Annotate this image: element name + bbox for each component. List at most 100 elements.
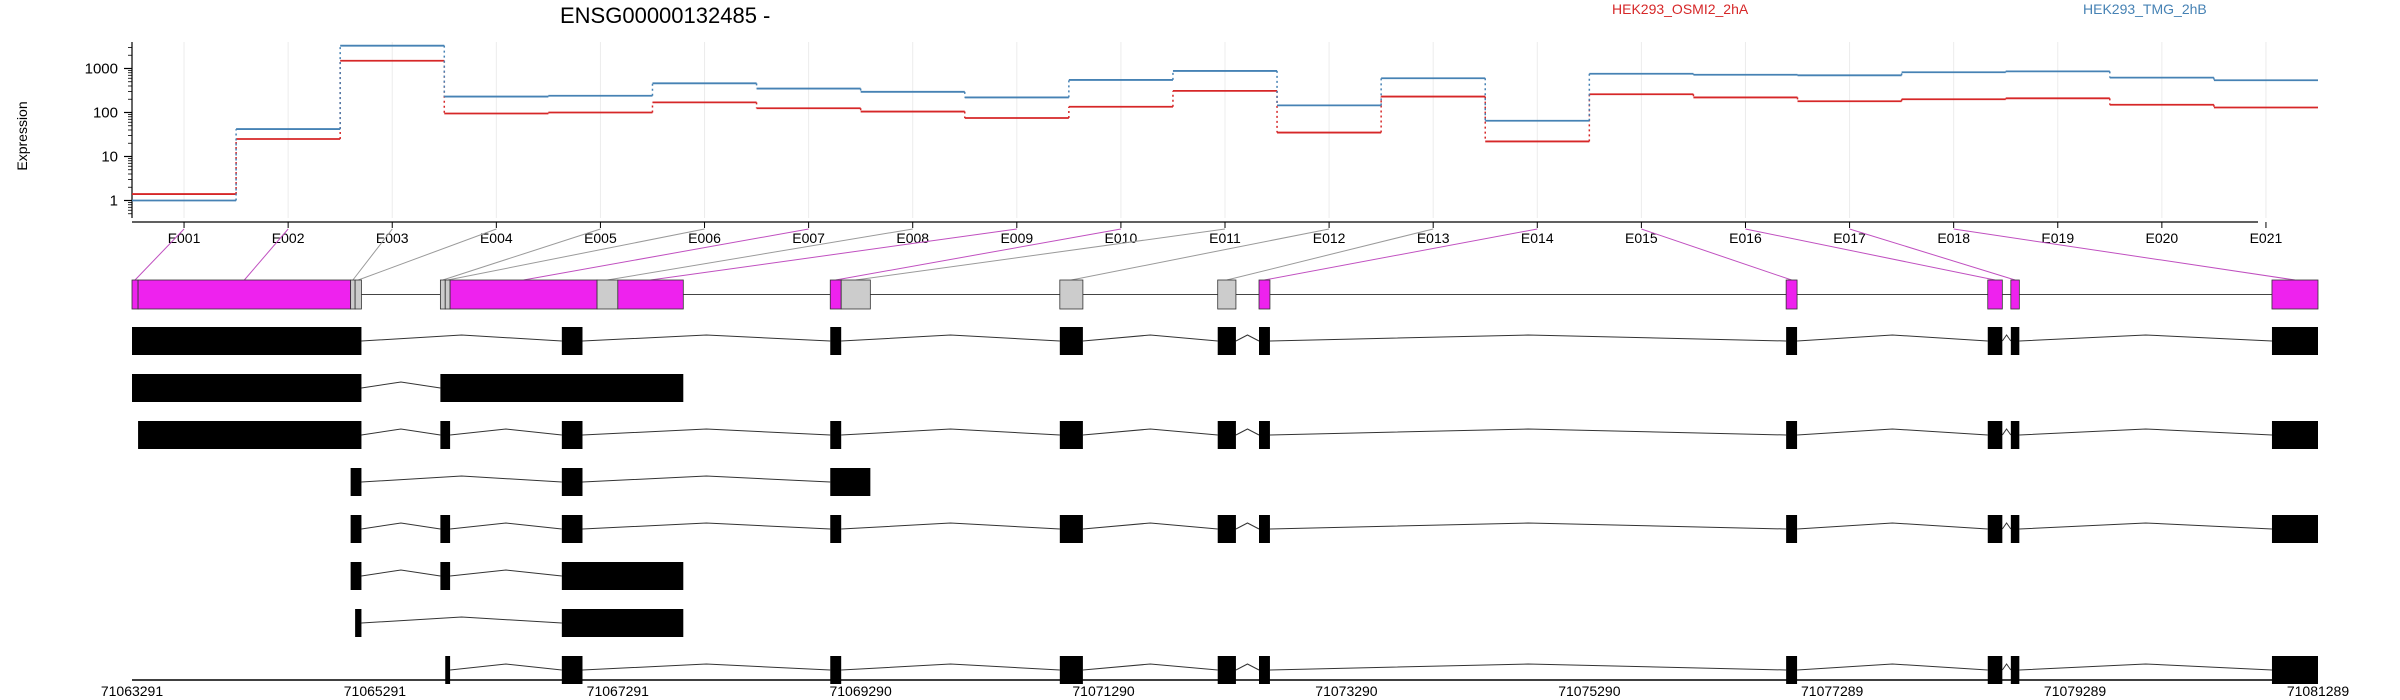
y-tick-label: 100 (93, 104, 118, 121)
intron-line (450, 428, 562, 436)
transcript-exon (1786, 421, 1798, 449)
x-tick-label: E016 (1729, 230, 1762, 246)
exon-bin (350, 279, 356, 310)
intron-line (2019, 522, 2272, 530)
intron-line (1082, 334, 1218, 342)
bin-connector (523, 228, 809, 281)
exon-bin (1987, 279, 2003, 310)
intron-line (450, 569, 562, 577)
genome-tick-label: 71071290 (1072, 683, 1135, 699)
exon-bin (829, 279, 842, 310)
x-tick-label: E005 (584, 230, 617, 246)
transcript-exon (1217, 515, 1236, 543)
transcript-exon (2010, 327, 2020, 355)
transcript-exon (1786, 656, 1798, 684)
intron-line (361, 428, 441, 436)
exon-bin (596, 279, 619, 310)
bin-connector-layer (134, 228, 2296, 281)
genome-tick-label: 71063291 (101, 683, 164, 699)
bin-connector (1641, 228, 1792, 281)
y-tick-label: 1 (110, 192, 118, 209)
bin-connector (607, 228, 913, 281)
transcript-exon (1259, 327, 1270, 355)
transcript-exon (1059, 421, 1083, 449)
intron-line (361, 334, 562, 342)
x-tick-label: E020 (2146, 230, 2179, 246)
intron-line (1797, 522, 1988, 530)
transcript-exon (138, 421, 362, 449)
bin-connector (1071, 228, 1330, 281)
transcript-exon (2010, 421, 2020, 449)
genome-tick-label: 71065291 (344, 683, 407, 699)
transcript-exon (561, 421, 583, 449)
transcript-exon (830, 421, 842, 449)
transcript-exon (350, 562, 362, 590)
intron-line (582, 428, 831, 436)
intron-line (582, 663, 831, 671)
x-tick-label: E014 (1521, 230, 1554, 246)
exon-bin (439, 279, 446, 310)
bin-connector (134, 228, 185, 281)
intron-line (361, 522, 441, 530)
chart-title: ENSG00000132485 - (560, 3, 770, 28)
bin-connector (1849, 228, 2016, 281)
bin-connector (1264, 228, 1538, 281)
exon-bin (1059, 279, 1084, 310)
x-tick-label: E015 (1625, 230, 1658, 246)
bin-connector (442, 228, 601, 281)
intron-line (1269, 522, 1787, 530)
intron-line (582, 334, 831, 342)
intron-line (841, 428, 1060, 436)
exon-bin (137, 279, 352, 310)
intron-line (1797, 663, 1988, 671)
intron-line (1269, 334, 1787, 342)
intron-line (582, 475, 831, 483)
genome-tick-label: 71073290 (1315, 683, 1378, 699)
transcript-exon (561, 609, 684, 637)
exon-bin (2271, 279, 2319, 310)
bin-connector (1953, 228, 2296, 281)
genome-axis: 71063291 71065291 71067291 71069290 71071290… (101, 679, 2349, 699)
transcript-exon (2271, 421, 2318, 449)
x-tick-label: E017 (1833, 230, 1866, 246)
x-tick-label: E021 (2250, 230, 2283, 246)
bin-connector (243, 228, 289, 281)
transcript-row (132, 327, 2318, 355)
transcript-exon (445, 656, 451, 684)
intron-line (1235, 334, 1260, 342)
intron-line (841, 663, 1060, 671)
transcript-row (350, 468, 871, 496)
intron-line (2019, 334, 2272, 342)
bin-connector (650, 228, 1017, 281)
intron-line (450, 522, 562, 530)
intron-line (1269, 663, 1787, 671)
genome-tick-label: 71079289 (2044, 683, 2107, 699)
transcript-exon (1259, 515, 1270, 543)
x-tick-label: E011 (1209, 230, 1241, 246)
transcript-layer (132, 327, 2318, 684)
transcript-exon (1059, 656, 1083, 684)
intron-line (361, 569, 441, 577)
x-tick-label: E013 (1417, 230, 1450, 246)
genome-tick-label: 71077289 (1801, 683, 1864, 699)
x-tick-label: E018 (1937, 230, 1970, 246)
exon-bin (444, 279, 451, 310)
legend-entry-osmi2: HEK293_OSMI2_2hA (1612, 1, 1749, 17)
intron-line (2001, 334, 2012, 342)
intron-line (361, 381, 441, 389)
transcript-exon (1987, 327, 2003, 355)
transcript-exon (1217, 421, 1236, 449)
intron-line (1235, 428, 1260, 436)
intron-line (1235, 663, 1260, 671)
transcript-exon (1259, 656, 1270, 684)
transcript-exon (350, 468, 362, 496)
exon-bin (840, 279, 871, 310)
x-tick-label: E006 (688, 230, 721, 246)
transcript-exon (132, 374, 362, 402)
exon-bin (131, 279, 139, 310)
x-tick-label: E009 (1000, 230, 1033, 246)
x-tick-label: E019 (2041, 230, 2074, 246)
transcript-exon (2271, 515, 2318, 543)
bin-connector (352, 228, 393, 281)
exon-bin (1217, 279, 1237, 310)
